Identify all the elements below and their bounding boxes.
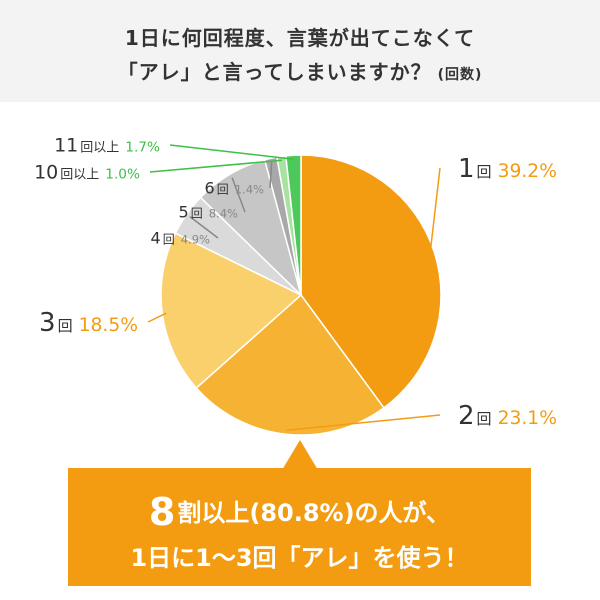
callout-line-1-text: 割以上(80.8%)の人が、 (177, 499, 451, 527)
slice-label-11: 11 回以上 1.7% (54, 135, 160, 157)
pie-slice-11 (284, 154, 302, 296)
title-suffix: (回数) (437, 67, 483, 83)
pie-slice-2 (195, 293, 385, 436)
pie-chart: 1 回 39.2% 2 回 23.1% 3 回 18.5% 4 回 4.9% 5 回 8.4% 6 回 1.4% 1… (34, 135, 557, 436)
leader-line-1 (429, 167, 441, 253)
leader-line-10 (149, 159, 282, 173)
callout-big-number: 8 (148, 490, 176, 534)
leader-line-6 (269, 162, 273, 189)
leader-line-5 (231, 177, 246, 213)
pie-slice-3 (160, 232, 303, 390)
slice-label-10: 10 回以上 1.0% (34, 162, 140, 184)
callout-line-2: 1日に1〜3回「アレ」を使う！ (130, 544, 469, 572)
slice-label-2: 2 回 23.1% (458, 401, 557, 431)
callout-arrow (282, 440, 318, 470)
leader-line-2 (286, 414, 441, 431)
title-line-1: 1日に何回程度、言葉が出てこなくて (124, 26, 476, 50)
callout-box: 8割以上(80.8%)の人が、 1日に1〜3回「アレ」を使う！ (68, 468, 531, 586)
callout-line-1: 8割以上(80.8%)の人が、 (68, 490, 531, 534)
title-line-2: 「アレ」と言ってしまいますか？ (回数) (0, 56, 600, 85)
pie-slice-1 (300, 154, 442, 409)
header: 1日に何回程度、言葉が出てこなくて 「アレ」と言ってしまいますか？ (回数) (0, 0, 600, 102)
leader-line-4 (189, 216, 219, 239)
slice-label-3: 3 回 18.5% (39, 308, 138, 338)
leader-line-11 (169, 144, 294, 160)
slice-label-5: 5 回 8.4% (179, 203, 239, 222)
slice-label-6: 6 回 1.4% (205, 179, 265, 198)
leader-line-3 (147, 312, 167, 323)
title-line-2-text: 「アレ」と言ってしまいますか？ (117, 60, 432, 84)
slice-label-1: 1 回 39.2% (458, 154, 557, 184)
slice-label-4: 4 回 4.9% (151, 229, 211, 248)
